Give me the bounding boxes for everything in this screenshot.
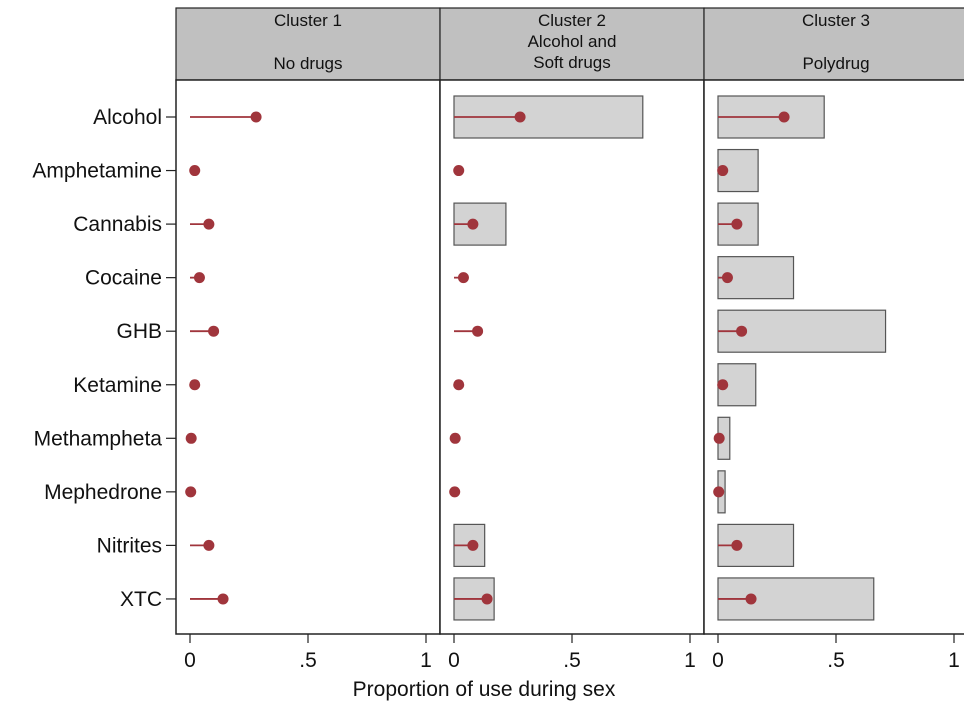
- lollipop-dot: [193, 272, 205, 284]
- lollipop-dot: [185, 432, 197, 444]
- panel-cluster-2: Cluster 2 Alcohol and Soft drugs 0 .5 1: [439, 7, 705, 672]
- lollipop-dot: [453, 379, 465, 391]
- lollipop-dot: [185, 486, 197, 498]
- lollipop-dot: [250, 111, 262, 123]
- panel-cluster-1: Cluster 1 No drugs 0 .5 1: [175, 7, 441, 672]
- drug-label: Cannabis: [73, 213, 162, 236]
- lollipop-dot: [721, 272, 733, 284]
- lollipop-dot: [745, 593, 757, 605]
- lollipop-dot: [472, 325, 484, 337]
- lollipop-dot: [736, 325, 748, 337]
- panel-title-line: Cluster 1: [274, 11, 342, 30]
- lollipop-dot: [467, 539, 479, 551]
- x-tick-label: .5: [299, 649, 317, 672]
- panel-title-line: Cluster 2: [538, 11, 606, 30]
- lollipop-dot: [217, 593, 229, 605]
- lollipop-dot: [189, 379, 201, 391]
- panels-group: Cluster 1 No drugs 0 .5 1 Cluster 2 Alcohol an…: [175, 7, 964, 672]
- drug-label: Ketamine: [73, 374, 162, 397]
- lollipop-dot: [731, 539, 743, 551]
- lollipop-dot: [713, 486, 725, 498]
- lollipop-dot: [481, 593, 493, 605]
- panel-title-line: Alcohol and: [528, 32, 617, 51]
- x-axis-title: Proportion of use during sex: [353, 678, 616, 701]
- panel-cluster-3: Cluster 3 Polydrug 0 .5 1: [703, 7, 964, 672]
- drug-label: Amphetamine: [32, 160, 162, 183]
- x-tick-label: 1: [420, 649, 432, 672]
- drug-label-group: Alcohol Amphetamine Cannabis Cocaine GHB Keta…: [32, 106, 176, 611]
- lollipop-dot: [778, 111, 790, 123]
- panel-plot-area: [175, 79, 441, 635]
- drug-label: GHB: [116, 320, 162, 343]
- panel-title-line: Polydrug: [802, 54, 869, 73]
- lollipop-dot: [189, 165, 201, 177]
- lollipop-dot: [449, 432, 461, 444]
- lollipop-dot: [514, 111, 526, 123]
- lollipop-dot: [731, 218, 743, 230]
- lollipop-dot: [717, 165, 729, 177]
- panel-title-line: Soft drugs: [533, 53, 611, 72]
- x-tick-label: 0: [448, 649, 460, 672]
- x-tick-label: 1: [684, 649, 696, 672]
- lollipop-dot: [203, 539, 215, 551]
- drug-label: XTC: [120, 588, 162, 611]
- x-tick-label: 1: [948, 649, 960, 672]
- lollipop-dot: [467, 218, 479, 230]
- drug-label: Cocaine: [85, 267, 162, 290]
- drug-label: Nitrites: [97, 534, 162, 557]
- drug-label: Alcohol: [93, 106, 162, 129]
- panel-title-line: No drugs: [274, 54, 343, 73]
- x-tick-label: .5: [563, 649, 581, 672]
- drug-label: Methampheta: [34, 427, 163, 450]
- lollipop-dot: [208, 325, 220, 337]
- lollipop-dot: [713, 432, 725, 444]
- panel-title-line: Cluster 3: [802, 11, 870, 30]
- lollipop-dot: [717, 379, 729, 391]
- lollipop-dot: [449, 486, 461, 498]
- lollipop-dot: [203, 218, 215, 230]
- panel-header: [439, 7, 705, 81]
- x-tick-label: 0: [184, 649, 196, 672]
- lollipop-dot: [453, 165, 465, 177]
- lollipop-dot: [457, 272, 469, 284]
- x-tick-label: .5: [827, 649, 845, 672]
- drug-label: Mephedrone: [44, 481, 162, 504]
- x-tick-label: 0: [712, 649, 724, 672]
